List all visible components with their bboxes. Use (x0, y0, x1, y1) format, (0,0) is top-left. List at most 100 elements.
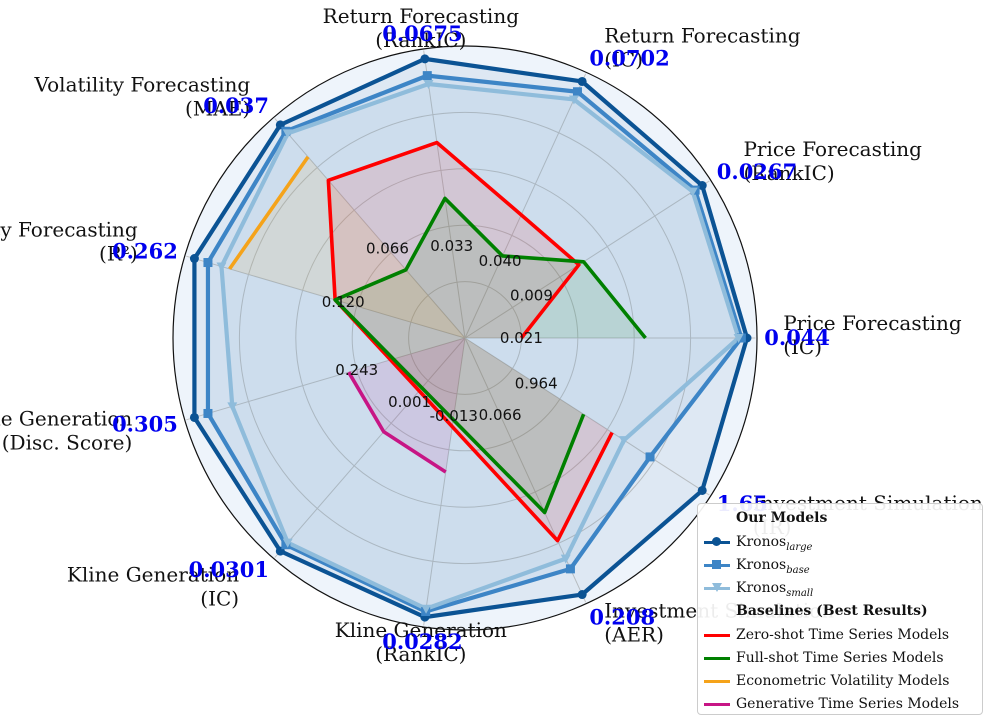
best-value-3: 0.0675 (382, 21, 462, 46)
baseline-label-6: 0.243 (335, 361, 378, 379)
marker-kronos-small-7 (282, 538, 293, 548)
legend-label-sub: base (786, 564, 810, 576)
grid-spoke-4 (274, 118, 466, 339)
marker-kronos-small-3 (423, 79, 434, 89)
line-kronos-base (205, 73, 744, 614)
best-value-6: 0.305 (112, 412, 178, 437)
legend-ours-title: Our Models (736, 510, 828, 526)
legend-label-kronos-large: Kronoslarge (736, 532, 812, 558)
marker-kronos-base-10 (645, 452, 655, 462)
marker-kronos-small-1 (687, 187, 698, 197)
axis-label-line: Kline Generation (0, 406, 132, 430)
grid-spoke-5 (186, 255, 466, 339)
axis-label-line: Volatility Forecasting (0, 217, 138, 241)
legend-label-base: Kronos (736, 534, 787, 550)
axis-label-line: Kline Generation (335, 618, 507, 642)
axis-label-2: Return Forecasting (IC) (604, 24, 801, 72)
legend-baselines-title: Baselines (Best Results) (736, 603, 928, 619)
fill-generative-time-series-models (348, 338, 465, 472)
square-marker-icon (712, 560, 721, 569)
grid-spoke-7 (274, 337, 466, 558)
axis-label-line: Volatility Forecasting (34, 72, 251, 96)
legend-item-econometric: Econometric Volatility Models (698, 671, 982, 691)
grid-spoke-3 (423, 50, 466, 339)
legend-label-sub: large (786, 541, 813, 553)
legend-label-base: Kronos (736, 557, 787, 573)
line-kronos-large (192, 56, 750, 620)
axis-label-line: Price Forecasting (743, 137, 922, 161)
fill-kronos-large (194, 58, 748, 618)
line-generative-time-series-models (347, 371, 447, 474)
marker-kronos-large-10 (697, 485, 707, 495)
axis-label-4: Volatility Forecasting (MAE) (34, 72, 251, 120)
baseline-label-9: 0.066 (479, 406, 522, 424)
axis-label-line: (R²) (99, 241, 138, 265)
marker-kronos-base-6 (203, 408, 213, 418)
legend-swatch-zero-shot (704, 634, 730, 637)
baseline-label-2: 0.040 (479, 252, 522, 270)
grid-spoke-8 (423, 337, 466, 626)
legend-item-kronos-large: Kronoslarge (698, 532, 982, 553)
marker-kronos-base-9 (565, 564, 575, 574)
marker-kronos-small-0 (733, 334, 744, 343)
marker-kronos-base-5 (203, 258, 213, 268)
axis-label-line: Price Forecasting (783, 311, 962, 335)
grid-spoke-2 (464, 73, 587, 339)
line-full-shot-time-series-models (333, 196, 647, 515)
marker-kronos-base-3 (422, 71, 432, 81)
marker-kronos-small-8 (421, 604, 432, 614)
grid-spoke-1 (464, 180, 710, 339)
axis-label-line: (IC) (604, 48, 643, 72)
legend-swatch-econometric (704, 680, 730, 683)
legend-item-full-shot: Full-shot Time Series Models (698, 648, 982, 668)
marker-kronos-large-6 (189, 412, 199, 422)
legend-item-zero-shot: Zero-shot Time Series Models (698, 625, 982, 645)
marker-kronos-small-5 (216, 262, 227, 272)
marker-kronos-base-0 (736, 333, 746, 343)
baseline-label-7: 0.001 (388, 393, 431, 411)
marker-kronos-large-5 (189, 254, 199, 264)
series-markers (189, 54, 752, 622)
best-value-8: 0.0282 (382, 629, 462, 654)
marker-kronos-small-10 (618, 436, 629, 446)
baseline-label-10: 0.964 (515, 375, 558, 393)
marker-kronos-base-7 (281, 540, 291, 550)
marker-kronos-large-9 (577, 590, 587, 600)
fill-econometric-volatility-models (229, 156, 465, 338)
marker-kronos-small-6 (227, 402, 238, 412)
marker-kronos-small-2 (568, 95, 579, 105)
best-value-4: 0.037 (203, 93, 269, 118)
legend: Our Models Kronoslarge Kronosbase Kronos… (697, 503, 983, 715)
legend-label-zero-shot: Zero-shot Time Series Models (736, 627, 950, 643)
baseline-label-5: 0.120 (322, 293, 365, 311)
axis-label-line: (RankIC) (375, 642, 466, 666)
baseline-label-8: -0.013 (430, 407, 478, 425)
radar-outer-ring (172, 45, 758, 631)
fill-kronos-base (207, 75, 742, 612)
legend-item-kronos-small: Kronossmall (698, 578, 982, 599)
axis-label-7: Kline Generation (IC) (67, 562, 239, 610)
legend-label-sub: small (786, 587, 814, 599)
legend-swatch-generative (704, 703, 730, 706)
legend-label-kronos-base: Kronosbase (736, 555, 810, 581)
best-value-9: 0.208 (589, 605, 655, 630)
baseline-label-4: 0.066 (366, 239, 409, 257)
axis-label-3: Return Forecasting (RankIC) (323, 4, 520, 52)
axis-label-line: (RankIC) (375, 28, 466, 52)
axis-label-line: (AER) (604, 622, 664, 646)
legend-label-base: Kronos (736, 580, 787, 596)
marker-kronos-small-4 (282, 129, 293, 139)
axis-label-line: (MAE) (185, 96, 250, 120)
axis-label-line: (IC) (783, 335, 822, 359)
legend-label-econometric: Econometric Volatility Models (736, 673, 950, 689)
legend-item-generative: Generative Time Series Models (698, 694, 982, 714)
axis-label-5: Volatility Forecasting(R²) (0, 217, 138, 265)
axis-label-1: Price Forecasting (RankIC) (743, 137, 922, 185)
legend-label-generative: Generative Time Series Models (736, 696, 960, 712)
line-kronos-small (219, 81, 741, 611)
fill-zero-shot-time-series-models (328, 142, 613, 541)
axis-label-line: Return Forecasting (323, 4, 520, 28)
best-value-7: 0.0301 (189, 557, 269, 582)
circle-marker-icon (712, 537, 721, 546)
axis-label-0: Price Forecasting (IC) (783, 311, 962, 359)
